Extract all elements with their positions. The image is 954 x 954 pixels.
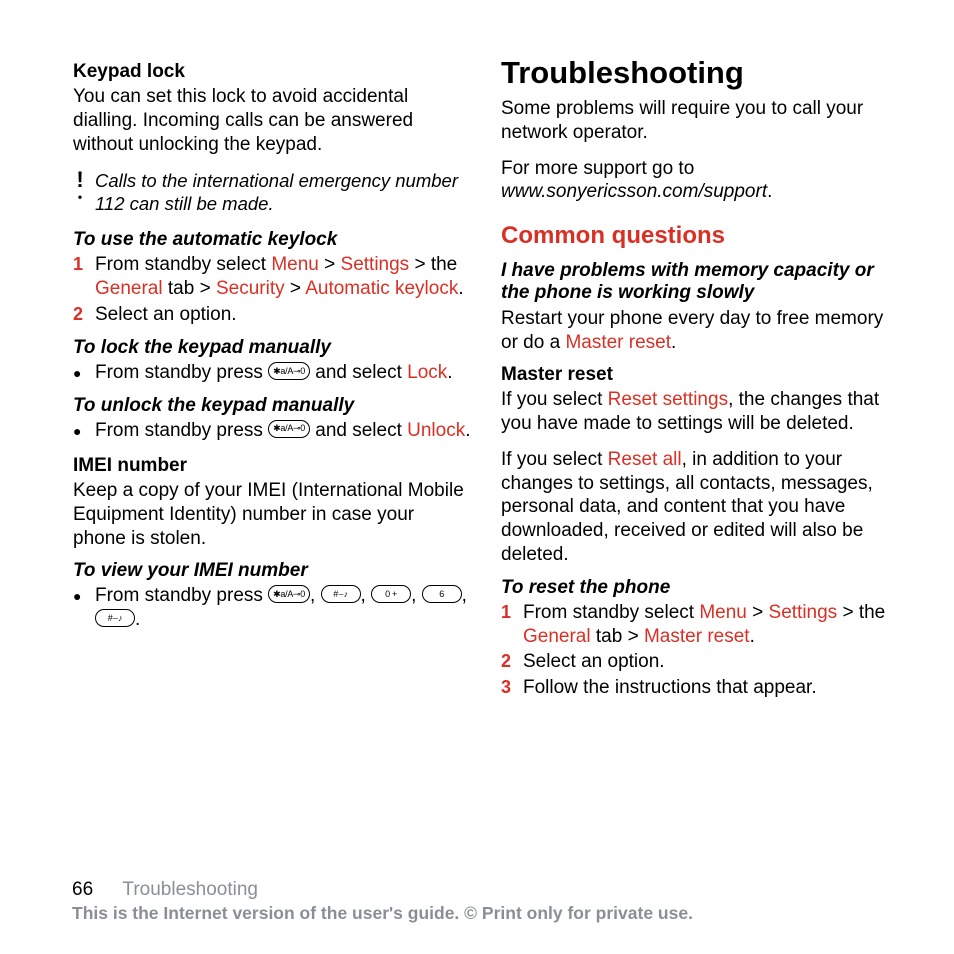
imei-body: Keep a copy of your IMEI (International … [73,479,471,550]
automatic-keylock-link: Automatic keylock [305,278,458,299]
six-key-icon: 6 [422,585,462,603]
security-link: Security [216,278,285,299]
master-reset-p1: If you select Reset settings, the change… [501,388,899,436]
settings-link: Settings [769,602,838,623]
keypad-lock-body: You can set this lock to avoid accidenta… [73,85,471,156]
unlock-manually-step: ● From standby press ✱a/A⊸0 and select U… [73,419,471,443]
auto-keylock-heading: To use the automatic keylock [73,229,471,251]
unlock-link: Unlock [407,420,465,441]
step-number: 2 [501,650,523,673]
hash-key-icon: #⌣♪ [95,609,135,627]
step-text: Select an option. [95,303,471,327]
auto-keylock-step-1: 1 From standby select Menu > Settings > … [73,253,471,301]
step-text: Follow the instructions that appear. [523,676,899,700]
q1-heading: I have problems with memory capacity or … [501,260,899,305]
master-reset-link: Master reset [644,626,750,647]
footer-notice: This is the Internet version of the user… [72,903,899,924]
reset-phone-heading: To reset the phone [501,577,899,599]
keypad-lock-heading: Keypad lock [73,61,471,83]
footer-section-name: Troubleshooting [122,879,258,900]
step-text: From standby select Menu > Settings > th… [523,601,899,649]
important-icon: !• [73,170,87,210]
right-column: Troubleshooting Some problems will requi… [501,55,899,702]
master-reset-link: Master reset [565,332,671,353]
view-imei-step: ● From standby press ✱a/A⊸0, #⌣♪, 0 +, 6… [73,584,471,632]
footer-page-line: 66 Troubleshooting [72,879,899,901]
step-number: 2 [73,303,95,326]
reset-phone-step-3: 3 Follow the instructions that appear. [501,676,899,700]
view-imei-heading: To view your IMEI number [73,560,471,582]
star-key-icon: ✱a/A⊸0 [268,362,310,380]
master-reset-heading: Master reset [501,364,899,386]
imei-heading: IMEI number [73,455,471,477]
step-number: 1 [501,601,523,624]
lock-manually-step: ● From standby press ✱a/A⊸0 and select L… [73,361,471,385]
page-footer: 66 Troubleshooting This is the Internet … [72,879,899,924]
step-text: From standby press ✱a/A⊸0 and select Unl… [95,419,471,443]
general-link: General [523,626,591,647]
step-text: From standby press ✱a/A⊸0 and select Loc… [95,361,471,385]
reset-all-link: Reset all [608,449,682,470]
star-key-icon: ✱a/A⊸0 [268,420,310,438]
bullet-icon: ● [73,361,95,383]
support-url: www.sonyericsson.com/support [501,181,767,202]
q1-body: Restart your phone every day to free mem… [501,307,899,355]
bullet-icon: ● [73,419,95,441]
lock-link: Lock [407,362,447,383]
menu-link: Menu [271,254,319,275]
page-columns: Keypad lock You can set this lock to avo… [55,55,899,702]
settings-link: Settings [341,254,410,275]
troubleshooting-intro-2: For more support go to www.sonyericsson.… [501,157,899,205]
common-questions-heading: Common questions [501,222,899,250]
general-link: General [95,278,163,299]
step-text: From standby press ✱a/A⊸0, #⌣♪, 0 +, 6, … [95,584,471,632]
bullet-icon: ● [73,584,95,606]
emergency-note: !• Calls to the international emergency … [73,170,471,215]
master-reset-p2: If you select Reset all, in addition to … [501,448,899,567]
emergency-note-text: Calls to the international emergency num… [95,170,471,215]
left-column: Keypad lock You can set this lock to avo… [55,55,471,702]
zero-key-icon: 0 + [371,585,411,603]
unlock-manually-heading: To unlock the keypad manually [73,395,471,417]
reset-settings-link: Reset settings [608,389,728,410]
step-number: 1 [73,253,95,276]
page-number: 66 [72,879,93,900]
troubleshooting-intro-1: Some problems will require you to call y… [501,97,899,145]
menu-link: Menu [699,602,747,623]
lock-manually-heading: To lock the keypad manually [73,337,471,359]
reset-phone-step-1: 1 From standby select Menu > Settings > … [501,601,899,649]
step-text: From standby select Menu > Settings > th… [95,253,471,301]
reset-phone-step-2: 2 Select an option. [501,650,899,674]
step-text: Select an option. [523,650,899,674]
troubleshooting-heading: Troubleshooting [501,55,899,91]
hash-key-icon: #⌣♪ [321,585,361,603]
star-key-icon: ✱a/A⊸0 [268,585,310,603]
step-number: 3 [501,676,523,699]
auto-keylock-step-2: 2 Select an option. [73,303,471,327]
